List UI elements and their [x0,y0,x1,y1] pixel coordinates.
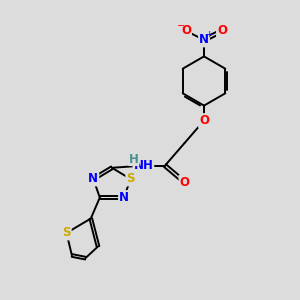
Text: S: S [62,226,71,239]
Text: N: N [88,172,98,185]
Text: −: − [177,20,186,31]
Text: O: O [179,176,190,189]
Text: N: N [199,33,209,46]
Text: O: O [217,24,227,38]
Text: O: O [199,114,209,127]
Text: S: S [126,172,135,185]
Text: O: O [181,24,191,38]
Text: H: H [129,152,139,166]
Text: +: + [205,30,213,39]
Text: NH: NH [134,159,153,172]
Text: N: N [119,191,129,204]
